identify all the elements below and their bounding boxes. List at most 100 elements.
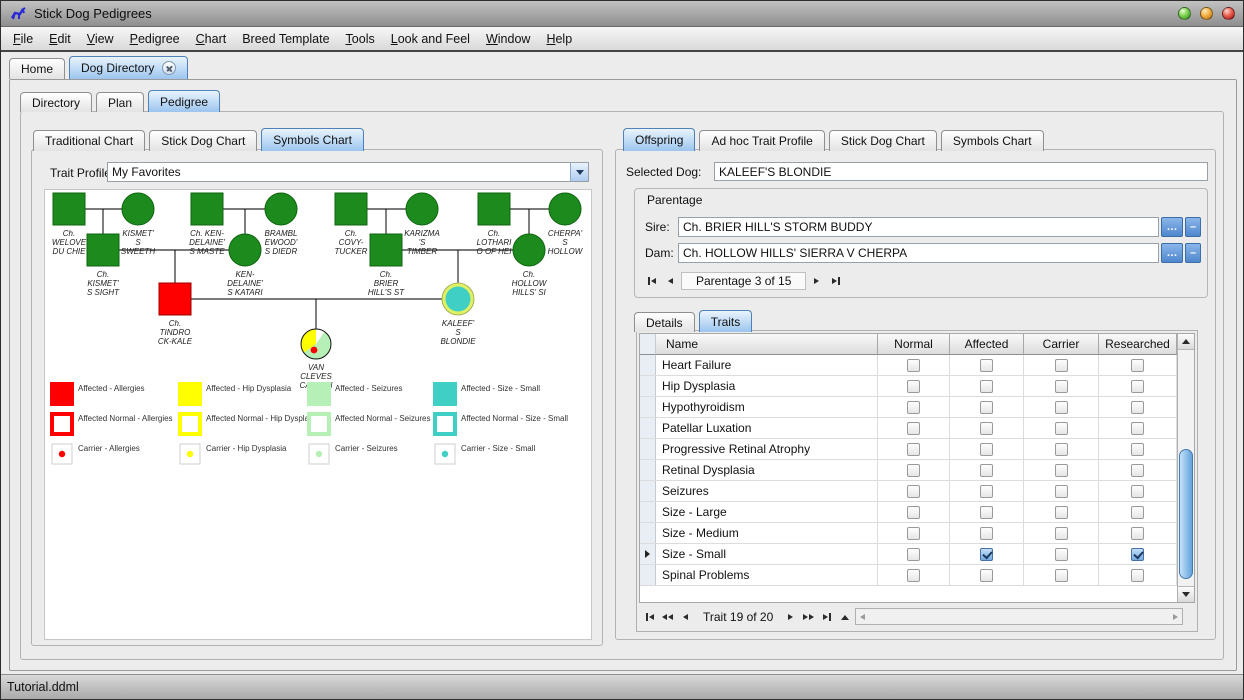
carrier-checkbox[interactable] xyxy=(1054,505,1068,519)
tab-directory[interactable]: Directory xyxy=(20,92,93,112)
carrier-checkbox[interactable] xyxy=(1054,358,1068,372)
first-record-icon[interactable] xyxy=(641,610,658,625)
next-record-icon[interactable] xyxy=(808,274,825,289)
normal-checkbox[interactable] xyxy=(907,568,920,582)
normal-checkbox[interactable] xyxy=(907,379,920,393)
column-header-name[interactable]: Name xyxy=(656,334,878,355)
pedigree-node[interactable]: KARIZMA 'S TIMBER xyxy=(404,192,440,256)
pedigree-node[interactable]: Ch. WELOVE DU CHIE xyxy=(52,192,87,256)
pedigree-node[interactable]: CHERPA' S HOLLOW xyxy=(548,192,584,256)
pedigree-node[interactable]: KALEEF' S BLONDIE xyxy=(440,282,476,346)
normal-checkbox[interactable] xyxy=(907,484,920,498)
previous-page-icon[interactable] xyxy=(659,610,676,625)
pedigree-node[interactable]: Ch. HOLLOW HILLS' SI xyxy=(512,233,548,297)
menu-look-and-feel[interactable]: Look and Feel xyxy=(390,31,470,46)
scroll-left-icon[interactable] xyxy=(860,613,865,620)
tab-adhoc-trait-profile[interactable]: Ad hoc Trait Profile xyxy=(699,130,825,151)
row-selector[interactable] xyxy=(640,502,656,522)
tab-close-icon[interactable] xyxy=(162,61,177,75)
next-record-icon[interactable] xyxy=(782,610,799,625)
researched-checkbox[interactable] xyxy=(1131,421,1144,435)
scroll-down-icon[interactable] xyxy=(1178,586,1194,602)
researched-checkbox[interactable] xyxy=(1131,379,1144,393)
vertical-scrollbar[interactable] xyxy=(1177,334,1194,602)
menu-file[interactable]: File xyxy=(13,31,34,46)
pedigree-node[interactable]: KEN-DELAINE' S KATARI xyxy=(227,233,263,297)
tab-dog-directory[interactable]: Dog Directory xyxy=(69,56,189,79)
carrier-checkbox[interactable] xyxy=(1054,463,1068,477)
row-selector[interactable] xyxy=(640,565,656,585)
horizontal-scrollbar[interactable] xyxy=(855,608,1183,625)
sire-remove-button[interactable]: – xyxy=(1185,217,1201,237)
pedigree-node[interactable]: Ch. BRIER HILL'S ST xyxy=(368,233,405,297)
row-selector[interactable] xyxy=(640,397,656,417)
pedigree-node[interactable]: Ch. LOTHARI O OF HEI xyxy=(477,192,513,256)
table-row[interactable]: Progressive Retinal Atrophy xyxy=(640,439,1177,460)
table-row[interactable]: Patellar Luxation xyxy=(640,418,1177,439)
last-record-icon[interactable] xyxy=(827,274,844,289)
menu-chart[interactable]: Chart xyxy=(195,31,227,46)
column-header-researched[interactable]: Researched xyxy=(1099,334,1177,355)
affected-checkbox[interactable] xyxy=(980,400,993,414)
sire-field[interactable]: Ch. BRIER HILL'S STORM BUDDY xyxy=(678,217,1159,237)
affected-checkbox[interactable] xyxy=(980,547,993,561)
pedigree-node[interactable]: BRAMBL EWOOD' S DIEDR xyxy=(264,192,298,256)
dam-field[interactable]: Ch. HOLLOW HILLS' SIERRA V CHERPA xyxy=(678,243,1159,263)
table-row[interactable]: Hip Dysplasia xyxy=(640,376,1177,397)
pedigree-node[interactable]: Ch. KISMET' S SIGHT xyxy=(86,233,120,297)
column-header-carrier[interactable]: Carrier xyxy=(1024,334,1099,355)
row-selector[interactable] xyxy=(640,481,656,501)
row-selector[interactable] xyxy=(640,523,656,543)
normal-checkbox[interactable] xyxy=(907,442,920,456)
affected-checkbox[interactable] xyxy=(980,568,993,582)
tab-stick-dog-chart-right[interactable]: Stick Dog Chart xyxy=(828,130,937,151)
carrier-checkbox[interactable] xyxy=(1054,547,1068,561)
tab-details[interactable]: Details xyxy=(634,312,695,332)
scroll-up-icon[interactable] xyxy=(1178,334,1194,350)
pedigree-node[interactable]: KISMET' S SWEETH xyxy=(121,192,155,256)
previous-record-icon[interactable] xyxy=(662,274,679,289)
carrier-checkbox[interactable] xyxy=(1054,379,1068,393)
carrier-checkbox[interactable] xyxy=(1054,400,1068,414)
table-row[interactable]: Size - Large xyxy=(640,502,1177,523)
affected-checkbox[interactable] xyxy=(980,463,993,477)
column-header-affected[interactable]: Affected xyxy=(950,334,1024,355)
tab-offspring[interactable]: Offspring xyxy=(623,128,696,151)
affected-checkbox[interactable] xyxy=(980,358,993,372)
row-selector[interactable] xyxy=(640,460,656,480)
normal-checkbox[interactable] xyxy=(907,358,920,372)
trait-profile-select[interactable]: My Favorites xyxy=(107,162,589,182)
table-row[interactable]: Seizures xyxy=(640,481,1177,502)
minimize-icon[interactable] xyxy=(1178,7,1191,20)
table-row[interactable]: Spinal Problems xyxy=(640,565,1177,586)
menu-edit[interactable]: Edit xyxy=(49,31,71,46)
normal-checkbox[interactable] xyxy=(907,421,920,435)
tab-plan[interactable]: Plan xyxy=(96,92,145,112)
table-row[interactable]: Heart Failure xyxy=(640,355,1177,376)
menu-window[interactable]: Window xyxy=(485,31,531,46)
normal-checkbox[interactable] xyxy=(907,505,920,519)
menu-view[interactable]: View xyxy=(86,31,114,46)
first-record-icon[interactable] xyxy=(643,274,660,289)
affected-checkbox[interactable] xyxy=(980,442,993,456)
column-header-normal[interactable]: Normal xyxy=(878,334,950,355)
tab-home[interactable]: Home xyxy=(9,58,66,79)
scrollbar-thumb[interactable] xyxy=(1179,449,1193,579)
researched-checkbox[interactable] xyxy=(1131,568,1144,582)
affected-checkbox[interactable] xyxy=(980,379,993,393)
chevron-down-icon[interactable] xyxy=(570,163,588,181)
normal-checkbox[interactable] xyxy=(907,526,920,540)
researched-checkbox[interactable] xyxy=(1131,463,1144,477)
normal-checkbox[interactable] xyxy=(907,463,920,477)
table-row[interactable]: Retinal Dysplasia xyxy=(640,460,1177,481)
pedigree-node[interactable]: Ch. COVY-TUCKER xyxy=(334,192,368,256)
menu-breed-template[interactable]: Breed Template xyxy=(242,31,330,46)
row-selector[interactable] xyxy=(640,376,656,396)
tab-stick-dog-chart[interactable]: Stick Dog Chart xyxy=(149,130,258,151)
scroll-right-icon[interactable] xyxy=(1173,613,1178,620)
row-selector[interactable] xyxy=(640,418,656,438)
researched-checkbox[interactable] xyxy=(1131,505,1144,519)
carrier-checkbox[interactable] xyxy=(1054,442,1068,456)
tab-pedigree[interactable]: Pedigree xyxy=(148,90,221,112)
affected-checkbox[interactable] xyxy=(980,505,993,519)
